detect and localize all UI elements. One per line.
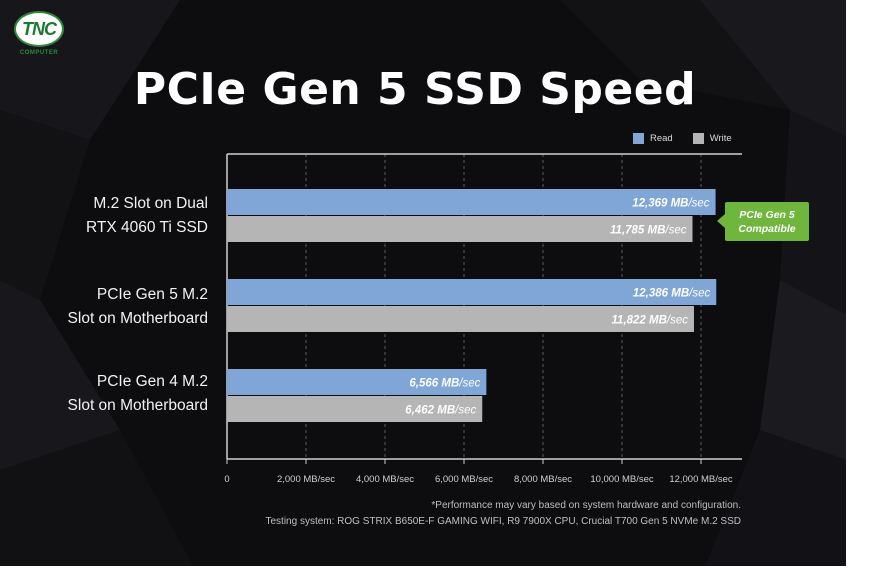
category-label-line: Slot on Motherboard bbox=[67, 397, 208, 414]
bar-read bbox=[227, 279, 717, 305]
category-label-gen4: PCIe Gen 4 M.2 Slot on Motherboard bbox=[8, 370, 208, 418]
category-label-line: RTX 4060 Ti SSD bbox=[85, 219, 208, 236]
footnote-testing-system: Testing system: ROG STRIX B650E-F GAMING… bbox=[265, 516, 741, 527]
brand-logo: TNC COMPUTER bbox=[10, 8, 68, 62]
logo-badge: TNC bbox=[14, 11, 64, 47]
bar-data-label: 12,369 MB/sec bbox=[632, 198, 710, 210]
callout-line-2: Compatible bbox=[738, 222, 796, 235]
callout-line-1: PCIe Gen 5 bbox=[739, 208, 795, 221]
footnote-performance: *Performance may vary based on system ha… bbox=[431, 500, 741, 511]
legend-swatch-read bbox=[633, 133, 644, 144]
logo-subtext: COMPUTER bbox=[19, 50, 59, 56]
bar-data-label: 11,785 MB/sec bbox=[610, 225, 687, 237]
page-title: PCIe Gen 5 SSD Speed bbox=[133, 64, 697, 115]
x-tick-label: 6,000 MB/sec bbox=[435, 474, 493, 485]
bar-read bbox=[227, 369, 487, 395]
bar-read bbox=[227, 189, 716, 215]
legend-label-write: Write bbox=[709, 133, 732, 144]
x-tick-label: 0 bbox=[224, 474, 229, 485]
category-label-line: PCIe Gen 4 M.2 bbox=[96, 373, 208, 390]
bar-write bbox=[227, 216, 693, 242]
bar-data-label: 6,566 MB/sec bbox=[409, 378, 480, 390]
legend-label-read: Read bbox=[650, 133, 673, 144]
legend-item-read: Read bbox=[633, 133, 673, 144]
category-label-gen5: PCIe Gen 5 M.2 Slot on Motherboard bbox=[8, 283, 208, 331]
x-tick-label: 2,000 MB/sec bbox=[277, 474, 335, 485]
bar-data-label: 12,386 MB/sec bbox=[633, 288, 711, 300]
category-label-line: M.2 Slot on Dual bbox=[93, 195, 208, 212]
legend-item-write: Write bbox=[692, 133, 732, 144]
bar-data-label: 11,822 MB/sec bbox=[611, 315, 688, 327]
category-label-line: PCIe Gen 5 M.2 bbox=[96, 286, 208, 303]
chart-legend: Read Write bbox=[633, 133, 746, 144]
x-tick-label: 8,000 MB/sec bbox=[514, 474, 572, 485]
bar-write bbox=[227, 306, 694, 332]
x-tick-label: 10,000 MB/sec bbox=[590, 474, 654, 485]
bar-data-label: 6,462 MB/sec bbox=[405, 405, 476, 417]
category-label-dual-rtx: M.2 Slot on Dual RTX 4060 Ti SSD bbox=[8, 192, 208, 240]
category-label-line: Slot on Motherboard bbox=[67, 310, 208, 327]
x-tick-label: 4,000 MB/sec bbox=[356, 474, 414, 485]
pcie-gen5-compatible-callout: PCIe Gen 5 Compatible bbox=[717, 202, 809, 241]
legend-swatch-write bbox=[692, 133, 704, 144]
bar-write bbox=[227, 396, 483, 422]
x-tick-label: 12,000 MB/sec bbox=[669, 474, 733, 485]
